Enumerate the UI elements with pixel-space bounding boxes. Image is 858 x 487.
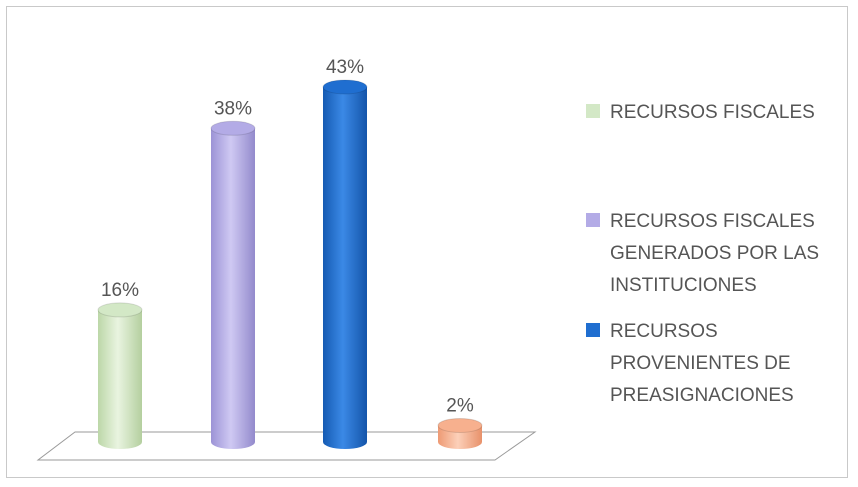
bar-top — [322, 79, 368, 95]
chart-floor — [36, 431, 537, 461]
data-label: 16% — [101, 280, 139, 301]
bar-top — [437, 417, 483, 433]
legend-label: INSTITUCIONES — [610, 275, 757, 296]
legend-label: PROVENIENTES DE — [610, 353, 791, 374]
data-label: 2% — [446, 395, 474, 416]
legend-label: RECURSOS — [610, 321, 718, 342]
data-label: 43% — [326, 57, 364, 78]
legend-label: GENERADOS POR LAS — [610, 243, 819, 264]
legend-label: PREASIGNACIONES — [610, 385, 794, 406]
legend: RECURSOS FISCALES RECURSOS FISCALES GENE… — [586, 102, 819, 406]
chart-frame — [6, 6, 848, 478]
bar — [437, 417, 483, 449]
bar-body — [98, 309, 142, 449]
legend-label: RECURSOS FISCALES — [610, 211, 815, 232]
bar-top — [97, 302, 143, 318]
bar-top — [210, 120, 256, 136]
data-label: 38% — [214, 98, 252, 119]
legend-swatch — [586, 323, 600, 337]
legend-swatch — [586, 104, 600, 118]
bar-group — [97, 79, 483, 450]
bar-body — [323, 87, 367, 449]
bar-body — [211, 128, 255, 450]
legend-swatch — [586, 213, 600, 227]
bar — [97, 302, 143, 449]
bar — [322, 79, 368, 449]
legend-label: RECURSOS FISCALES — [610, 102, 815, 123]
bar — [210, 120, 256, 450]
